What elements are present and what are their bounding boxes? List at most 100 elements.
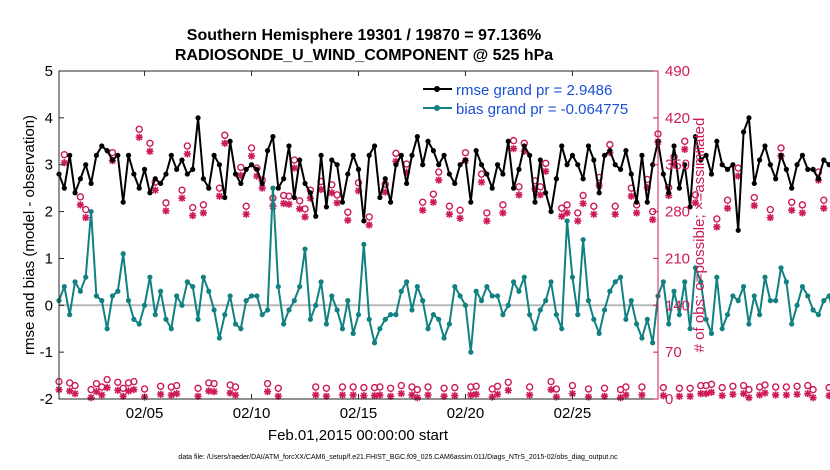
- obs-possible-marker: [108, 148, 117, 157]
- bias-point: [666, 321, 672, 327]
- rmse-point: [206, 185, 212, 191]
- rmse-point: [527, 152, 533, 158]
- obs-possible-marker: [563, 201, 571, 209]
- obs-possible-marker: [493, 382, 502, 390]
- obs-assimilated-marker: [397, 390, 405, 398]
- rmse-point: [393, 162, 399, 168]
- obs-possible-marker: [172, 381, 181, 390]
- rmse-point: [575, 162, 581, 168]
- rmse-point: [195, 115, 201, 121]
- obs-assimilated-marker: [103, 384, 111, 392]
- obs-assimilated-marker: [798, 209, 807, 217]
- obs-assimilated-marker: [809, 394, 817, 402]
- obs-assimilated-marker: [130, 386, 138, 394]
- y-right-tick-label: 0: [665, 391, 673, 408]
- rmse-point: [628, 171, 634, 177]
- obs-possible-marker: [285, 192, 293, 200]
- obs-assimilated-marker: [66, 387, 74, 395]
- bias-point: [436, 316, 442, 322]
- bias-point: [441, 335, 447, 341]
- bias-point: [612, 279, 618, 285]
- rmse-point: [815, 176, 822, 182]
- obs-assimilated-marker: [750, 201, 758, 210]
- bias-point: [211, 307, 217, 313]
- obs-assimilated-marker: [686, 392, 694, 400]
- obs-assimilated-marker: [199, 209, 208, 217]
- rmse-point: [580, 176, 586, 182]
- bias-point: [329, 293, 335, 299]
- obs-assimilated-marker: [713, 223, 721, 231]
- rmse-point: [591, 157, 597, 163]
- obs-possible-marker: [483, 209, 491, 217]
- bias-point: [259, 312, 265, 318]
- bias-point: [746, 321, 752, 327]
- bias-point: [559, 326, 565, 332]
- rmse-point: [281, 176, 287, 182]
- obs-possible-marker: [659, 383, 668, 392]
- obs-possible-marker: [568, 381, 577, 390]
- obs-assimilated-marker: [691, 199, 700, 207]
- bias-point: [783, 279, 789, 285]
- legend-rmse-marker: [434, 86, 440, 92]
- obs-possible-marker: [189, 203, 197, 212]
- bias-point: [521, 274, 527, 280]
- obs-possible-marker: [365, 213, 373, 221]
- obs-possible-marker: [162, 199, 170, 207]
- rmse-point: [425, 138, 431, 144]
- y-left-tick-label: 2: [45, 204, 53, 221]
- bias-point: [147, 274, 153, 280]
- obs-possible-marker: [440, 384, 448, 392]
- y-axis-right: 490 420 350 280 210 140 70 0: [653, 63, 690, 408]
- obs-assimilated-marker: [221, 139, 229, 147]
- obs-possible-marker: [156, 382, 165, 390]
- bias-point: [489, 293, 495, 299]
- bias-point: [72, 279, 78, 285]
- bias-point: [543, 298, 549, 304]
- obs-assimilated-marker: [504, 386, 512, 394]
- rmse-point: [125, 152, 132, 158]
- bias-point: [794, 302, 800, 308]
- obs-possible-marker: [199, 201, 208, 209]
- bias-point: [575, 312, 581, 318]
- rmse-point: [339, 199, 346, 205]
- rmse-point: [361, 218, 367, 224]
- rmse-point: [366, 152, 372, 158]
- obs-possible-marker: [424, 383, 432, 391]
- bias-point: [409, 307, 415, 313]
- rmse-point: [634, 199, 640, 205]
- obs-assimilated-marker: [590, 210, 598, 218]
- obs-possible-marker: [804, 381, 812, 390]
- rmse-point: [286, 143, 292, 149]
- bias-point: [61, 283, 67, 290]
- obs-assimilated-marker: [365, 221, 373, 229]
- bias-point: [131, 316, 137, 322]
- obs-assimilated-marker: [804, 390, 812, 398]
- rmse-point: [168, 152, 174, 158]
- obs-possible-marker: [71, 381, 79, 390]
- obs-possible-marker: [499, 201, 507, 209]
- obs-assimilated-marker: [702, 390, 710, 398]
- bias-point: [650, 340, 656, 346]
- obs-assimilated-marker: [825, 392, 830, 400]
- bias-point: [457, 293, 463, 299]
- bias-point: [93, 293, 100, 299]
- obs-assimilated-marker: [707, 388, 716, 396]
- bias-point: [206, 288, 212, 294]
- rmse-point: [730, 162, 736, 168]
- obs-possible-marker: [547, 377, 555, 386]
- obs-assimilated-marker: [536, 191, 544, 199]
- bias-point: [286, 307, 292, 313]
- bias-point: [254, 293, 260, 299]
- bias-point: [719, 326, 725, 332]
- rmse-point: [494, 162, 501, 168]
- obs-assimilated-marker: [76, 201, 84, 209]
- rmse-point: [409, 152, 415, 158]
- rmse-point: [302, 180, 308, 187]
- obs-assimilated-marker: [574, 217, 582, 225]
- bias-point: [596, 330, 602, 336]
- rmse-point: [794, 162, 800, 168]
- rmse-point: [783, 166, 789, 172]
- rmse-point: [313, 213, 319, 219]
- bias-point: [810, 307, 816, 313]
- obs-possible-marker: [140, 385, 149, 393]
